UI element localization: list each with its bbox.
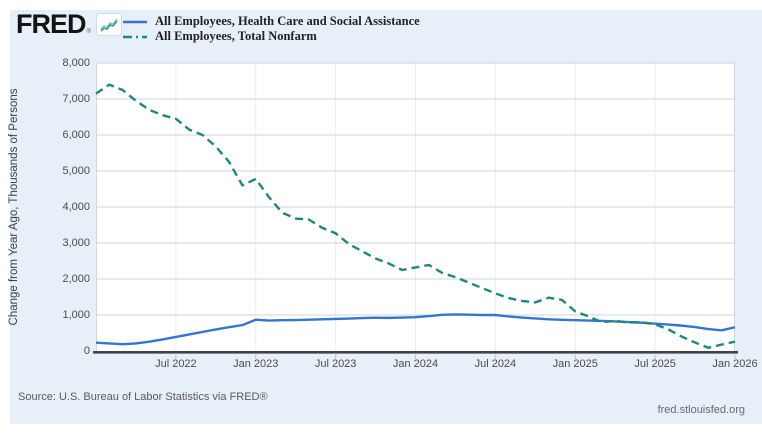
registered-mark: ® <box>86 29 91 35</box>
y-tick-label: 7,000 <box>62 93 90 105</box>
x-tick-label: Jan 2023 <box>233 358 279 370</box>
chart-legend: All Employees, Health Care and Social As… <box>122 14 420 44</box>
y-tick-label: 1,000 <box>62 309 90 321</box>
fred-sparkline-icon <box>95 12 122 36</box>
x-tick-label: Jan 2026 <box>712 358 758 370</box>
y-tick-label: 5,000 <box>62 165 90 177</box>
y-tick-label: 8,000 <box>62 57 90 69</box>
y-axis-title: Change from Year Ago, Thousands of Perso… <box>8 88 20 326</box>
x-tick-label: Jan 2024 <box>392 358 439 370</box>
x-tick-label: Jul 2023 <box>314 358 357 370</box>
y-tick-label: 3,000 <box>62 237 90 249</box>
x-tick-label: Jan 2025 <box>552 358 598 370</box>
legend-label-healthcare: All Employees, Health Care and Social As… <box>155 14 420 28</box>
legend-item-healthcare: All Employees, Health Care and Social As… <box>122 14 420 29</box>
x-tick-label: Jul 2022 <box>155 358 197 370</box>
x-tick-label: Jul 2025 <box>634 358 676 370</box>
fred-logo[interactable]: FRED ® <box>16 9 122 39</box>
legend-line-dashdot-icon <box>123 35 147 38</box>
y-tick-label: 4,000 <box>62 201 90 213</box>
y-tick-label: 6,000 <box>62 129 90 141</box>
legend-line-solid-icon <box>123 20 147 23</box>
fred-logo-text: FRED <box>16 9 86 39</box>
y-tick-label: 0 <box>83 345 90 357</box>
x-tick-label: Jul 2024 <box>474 358 517 370</box>
legend-label-nonfarm: All Employees, Total Nonfarm <box>155 29 317 43</box>
fred-site-link[interactable]: fred.stlouisfed.org <box>657 404 745 416</box>
legend-item-nonfarm: All Employees, Total Nonfarm <box>122 29 420 44</box>
source-note: Source: U.S. Bureau of Labor Statistics … <box>18 391 268 403</box>
y-tick-label: 2,000 <box>62 273 90 285</box>
